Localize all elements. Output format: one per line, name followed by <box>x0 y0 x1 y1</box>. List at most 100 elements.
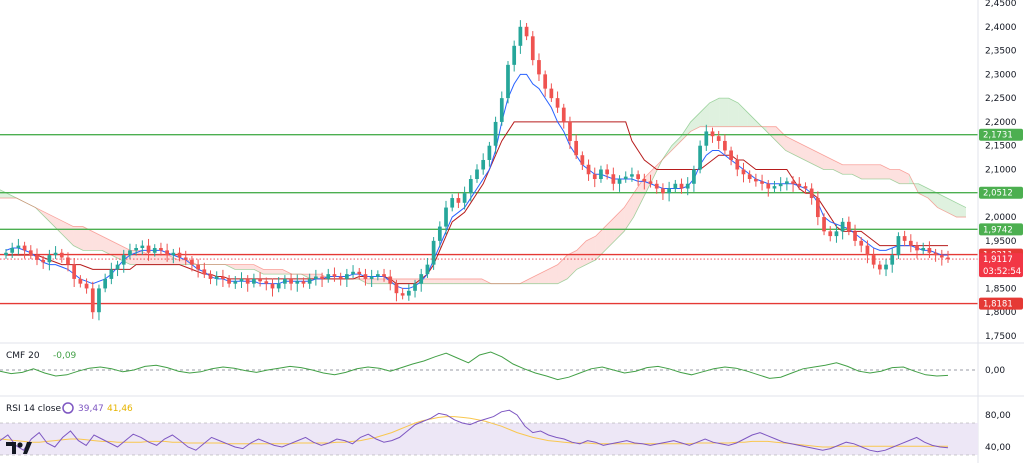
candle-body[interactable] <box>202 269 207 275</box>
candle-body[interactable] <box>332 274 337 277</box>
candle-body[interactable] <box>537 60 541 75</box>
candle-body[interactable] <box>388 276 393 284</box>
candle-body[interactable] <box>419 274 424 284</box>
candle-body[interactable] <box>859 240 864 246</box>
candle-body[interactable] <box>183 257 188 260</box>
candle-body[interactable] <box>245 278 250 284</box>
candle-body[interactable] <box>623 176 628 180</box>
candle-body[interactable] <box>710 131 715 137</box>
candle-body[interactable] <box>413 283 417 291</box>
candle-body[interactable] <box>208 274 213 279</box>
candle-body[interactable] <box>518 26 523 46</box>
candle-body[interactable] <box>301 281 306 284</box>
candle-body[interactable] <box>617 179 622 184</box>
candle-body[interactable] <box>16 245 21 248</box>
candle-body[interactable] <box>654 183 659 189</box>
candle-body[interactable] <box>115 264 120 270</box>
candle-body[interactable] <box>295 281 300 284</box>
candle-body[interactable] <box>450 198 455 208</box>
candle-body[interactable] <box>4 252 8 256</box>
candle-body[interactable] <box>809 188 814 199</box>
candle-body[interactable] <box>177 252 182 258</box>
candle-body[interactable] <box>834 231 839 237</box>
candle-body[interactable] <box>642 179 647 182</box>
candle-body[interactable] <box>896 236 901 256</box>
candle-body[interactable] <box>35 255 39 260</box>
candle-body[interactable] <box>363 274 368 279</box>
candle-body[interactable] <box>561 107 566 122</box>
candle-body[interactable] <box>47 255 52 263</box>
candle-body[interactable] <box>772 186 777 189</box>
candle-body[interactable] <box>723 140 727 151</box>
candle-body[interactable] <box>41 259 46 263</box>
candle-body[interactable] <box>239 278 244 282</box>
candle-body[interactable] <box>630 174 634 177</box>
candle-body[interactable] <box>66 257 70 265</box>
candle-body[interactable] <box>648 181 653 184</box>
candle-body[interactable] <box>611 174 616 184</box>
candle-body[interactable] <box>338 276 343 279</box>
candle-body[interactable] <box>902 236 907 241</box>
candle-body[interactable] <box>97 288 101 313</box>
candle-body[interactable] <box>493 121 498 146</box>
candle-body[interactable] <box>456 198 461 203</box>
candle-body[interactable] <box>574 140 579 156</box>
candle-body[interactable] <box>357 271 362 275</box>
candle-body[interactable] <box>512 45 517 65</box>
candle-body[interactable] <box>530 36 535 61</box>
candle-body[interactable] <box>425 264 430 275</box>
candle-body[interactable] <box>704 131 709 146</box>
candle-body[interactable] <box>797 183 802 187</box>
candle-body[interactable] <box>549 88 554 99</box>
candle-body[interactable] <box>258 278 262 282</box>
candle-body[interactable] <box>406 290 411 296</box>
price-pane[interactable] <box>0 20 1024 397</box>
candle-body[interactable] <box>815 198 820 218</box>
candle-body[interactable] <box>846 221 851 232</box>
candle-body[interactable] <box>487 145 492 160</box>
candle-body[interactable] <box>555 98 560 108</box>
candle-body[interactable] <box>196 264 200 270</box>
candle-body[interactable] <box>840 221 845 232</box>
candle-body[interactable] <box>152 247 157 253</box>
candle-body[interactable] <box>475 169 479 180</box>
candle-body[interactable] <box>661 188 665 194</box>
candle-body[interactable] <box>134 247 139 251</box>
candle-body[interactable] <box>939 255 944 258</box>
candle-body[interactable] <box>667 188 671 194</box>
candle-body[interactable] <box>146 245 151 253</box>
candle-body[interactable] <box>10 247 15 253</box>
candle-body[interactable] <box>506 64 510 99</box>
candle-body[interactable] <box>59 252 64 258</box>
price-axis[interactable]: 2,4500 2,4000 2,3500 2,3000 2,2500 2,2000 2,15… <box>977 0 1023 463</box>
candle-body[interactable] <box>314 276 318 279</box>
candle-body[interactable] <box>499 98 504 122</box>
candle-body[interactable] <box>685 183 690 189</box>
candle-body[interactable] <box>84 283 89 289</box>
candle-body[interactable] <box>444 207 448 227</box>
candle-body[interactable] <box>121 255 126 265</box>
candle-body[interactable] <box>128 250 132 256</box>
candle-body[interactable] <box>214 276 219 279</box>
candle-body[interactable] <box>400 293 405 296</box>
candle-body[interactable] <box>28 250 33 256</box>
candle-body[interactable] <box>754 179 758 182</box>
candle-body[interactable] <box>828 231 833 237</box>
candle-body[interactable] <box>853 231 857 241</box>
candle-body[interactable] <box>698 145 702 170</box>
candle-body[interactable] <box>276 283 281 289</box>
candle-body[interactable] <box>140 245 145 248</box>
candle-body[interactable] <box>344 274 349 279</box>
candle-body[interactable] <box>586 164 591 175</box>
candle-body[interactable] <box>778 183 783 187</box>
candle-body[interactable] <box>735 159 740 170</box>
candle-body[interactable] <box>871 255 876 265</box>
candle-body[interactable] <box>716 136 721 141</box>
candle-body[interactable] <box>822 217 826 232</box>
candle-body[interactable] <box>53 252 58 256</box>
candle-body[interactable] <box>599 169 603 180</box>
candle-body[interactable] <box>307 278 312 284</box>
candle-body[interactable] <box>468 179 473 194</box>
candle-body[interactable] <box>227 278 231 284</box>
